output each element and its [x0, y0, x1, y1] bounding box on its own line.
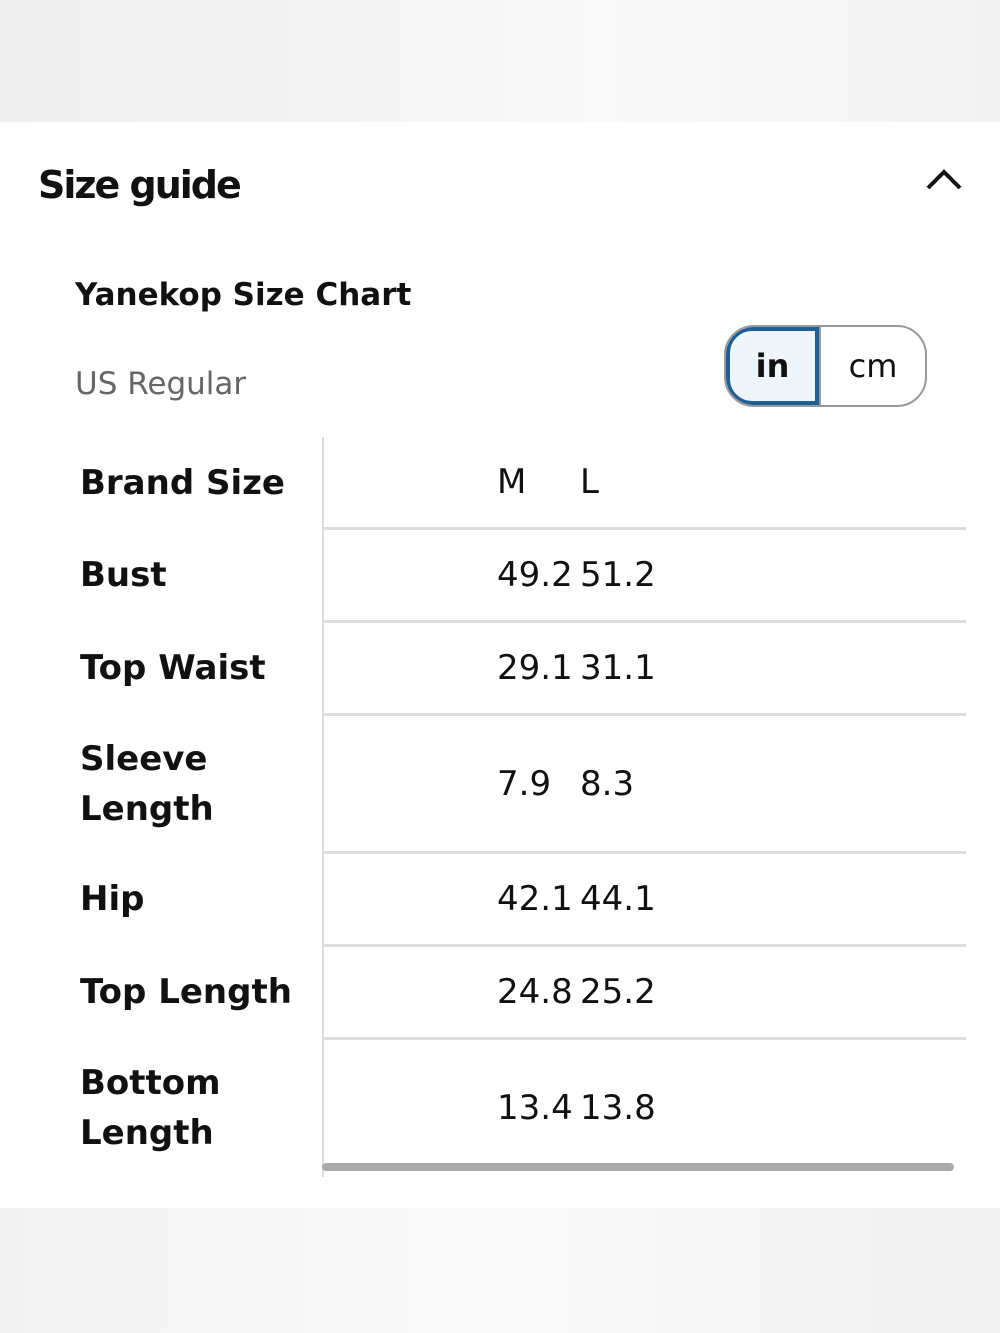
cell: 24.8 [322, 945, 578, 1040]
row-label: Top Length [80, 972, 292, 1012]
cell: 49.2 [322, 528, 578, 623]
cell: 13.4 [322, 1038, 578, 1177]
background-top [0, 0, 1000, 122]
cell: 31.1 [578, 621, 966, 716]
cell: 42.1 [322, 852, 578, 947]
cell: 13.8 [580, 1088, 656, 1129]
cell: 51.2 [578, 528, 966, 623]
unit-option[interactable]: in [726, 327, 819, 405]
chart-subtitle: US Regular [75, 366, 247, 402]
chart-title: Yanekop Size Chart [75, 277, 412, 313]
cell: 44.1 [578, 852, 966, 947]
background-bottom [0, 1208, 1000, 1333]
table-row: Brand Size M L [0, 437, 966, 530]
table-row: Top Waist 29.1 31.1 [0, 621, 966, 716]
row-label: Bottom Length [80, 1062, 221, 1153]
row-label: Bust [80, 555, 167, 595]
cell: 8.3 [578, 714, 966, 854]
table-row: Bottom Length 13.4 13.8 [0, 1038, 966, 1177]
row-label: Hip [80, 879, 145, 919]
row-label: Sleeve Length [80, 738, 214, 829]
cell: 29.1 [322, 621, 578, 716]
section-title: Size guide [38, 163, 242, 207]
cell: M [322, 437, 578, 530]
unit-toggle: in cm [724, 325, 927, 407]
row-label: Top Waist [80, 648, 266, 688]
size-table: Brand Size M L Bust 49.2 51.2 Top Waist 29.1 31.… [0, 437, 966, 1177]
table-row: Sleeve Length 7.9 8.3 [0, 714, 966, 854]
cell: 7.9 [322, 714, 578, 854]
cell: 25.2 [578, 945, 966, 1040]
table-row: Top Length 24.8 25.2 [0, 945, 966, 1040]
row-label: Brand Size [80, 462, 285, 503]
table-row: Bust 49.2 51.2 [0, 528, 966, 623]
scrollbar[interactable] [322, 1163, 954, 1171]
unit-option[interactable]: cm [819, 327, 925, 405]
cell: L [578, 437, 966, 530]
collapse-chevron[interactable] [922, 162, 966, 192]
table-row: Hip 42.1 44.1 [0, 852, 966, 947]
